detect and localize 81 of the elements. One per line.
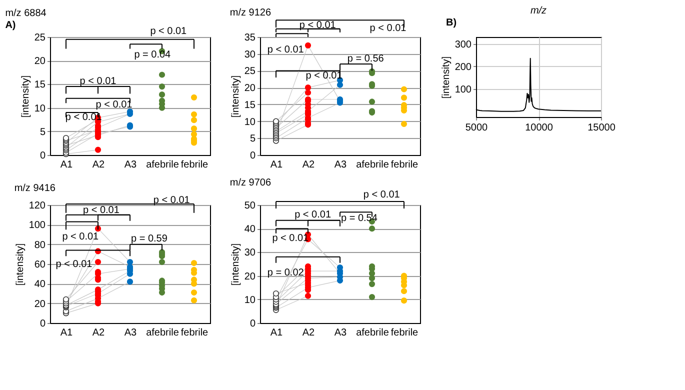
annotation: p = 0.04	[134, 49, 172, 60]
x-tick-label: afebrile	[146, 328, 180, 338]
annotation: p = 0.02	[267, 267, 304, 278]
x-tick-label: A2	[92, 328, 106, 338]
text: B)	[446, 17, 457, 28]
annotation: p < 0.01	[294, 209, 332, 220]
x-tick-label: afebrile	[356, 328, 390, 338]
annotation: p < 0.01	[56, 259, 93, 270]
y-tick-label: 50	[244, 200, 256, 212]
y-tick-label: 20	[34, 298, 46, 310]
x-tick-label: febrile	[180, 328, 209, 338]
annotation: p < 0.01	[62, 231, 100, 242]
y-tick-label: 200	[454, 62, 472, 73]
y-tick-label: 10	[244, 116, 256, 128]
x-tick-label: 15000	[588, 122, 616, 134]
y-axis-title: [intensity]	[440, 56, 452, 99]
annotation: p = 0.59	[130, 233, 168, 244]
y-tick-label: 100	[28, 220, 46, 232]
x-tick-label: A3	[124, 160, 138, 170]
text: p < 0.01	[150, 26, 188, 37]
x-tick-label: A2	[302, 160, 316, 170]
y-tick-label: 20	[244, 271, 256, 282]
annotation: p < 0.01	[96, 99, 133, 110]
y-tick-label: 40	[244, 224, 256, 236]
annotation: p < 0.01	[80, 76, 117, 87]
y-axis-title: [intensity]	[230, 75, 242, 118]
x-tick-label: 10000	[525, 122, 554, 134]
x-tick-label: febrile	[390, 328, 419, 338]
chart-title: m/z	[530, 5, 547, 16]
y-tick-label: 0	[40, 318, 46, 330]
x-tick-label: A3	[334, 328, 348, 338]
y-tick-label: 30	[244, 49, 256, 60]
text: p < 0.01	[370, 23, 407, 34]
x-tick-label: A3	[334, 160, 348, 170]
y-tick-label: 20	[244, 83, 256, 94]
y-axis-title: [intensity]	[20, 75, 32, 118]
x-tick-label: afebrile	[146, 160, 180, 170]
text: A)	[5, 20, 16, 32]
y-tick-label: 5	[40, 126, 46, 138]
y-tick-label: 0	[250, 318, 256, 330]
y-tick-label: 25	[244, 66, 256, 78]
y-tick-label: 120	[28, 200, 46, 212]
y-tick-label: 10	[34, 103, 46, 114]
y-tick-label: 5	[250, 134, 256, 145]
y-tick-label: 100	[454, 84, 472, 96]
x-tick-label: A1	[270, 160, 284, 170]
x-tick-label: A1	[60, 160, 74, 170]
chart-title: m/z 9706	[230, 177, 272, 188]
x-tick-label: A3	[124, 328, 138, 338]
text: p < 0.01	[299, 20, 336, 31]
y-tick-label: 0	[250, 150, 256, 162]
y-tick-label: 0	[40, 150, 46, 162]
x-tick-label: 5000	[465, 122, 488, 134]
y-tick-label: 20	[34, 56, 46, 68]
y-tick-label: 15	[34, 80, 46, 91]
chart-title: m/z 9126	[230, 8, 272, 19]
y-tick-label: 60	[34, 260, 46, 270]
y-axis-title: [intensity]	[230, 243, 242, 286]
x-tick-label: A1	[270, 328, 284, 338]
y-tick-label: 25	[34, 32, 46, 44]
annotation: p < 0.01	[82, 204, 120, 216]
y-tick-label: 15	[244, 100, 256, 111]
y-axis-title: [intensity]	[14, 243, 26, 286]
y-tick-label: 80	[34, 240, 46, 251]
chart-title: m/z 6884	[5, 8, 47, 20]
x-tick-label: A1	[60, 328, 74, 338]
y-tick-label: 35	[244, 32, 256, 44]
x-tick-label: afebrile	[356, 160, 390, 170]
x-tick-label: A2	[92, 160, 106, 170]
y-tick-label: 40	[34, 279, 46, 290]
y-tick-label: 30	[244, 248, 256, 259]
y-tick-label: 300	[454, 39, 472, 50]
chart-title: m/z 9416	[14, 183, 56, 194]
x-tick-label: febrile	[180, 160, 209, 170]
annotation: p = 0.56	[347, 54, 384, 65]
x-tick-label: febrile	[390, 160, 419, 170]
text: p < 0.01	[363, 189, 400, 200]
y-tick-label: 10	[244, 294, 256, 306]
annotation: p < 0.01	[267, 44, 304, 56]
annotation: p = 0.54	[340, 212, 378, 224]
x-tick-label: A2	[302, 328, 316, 338]
